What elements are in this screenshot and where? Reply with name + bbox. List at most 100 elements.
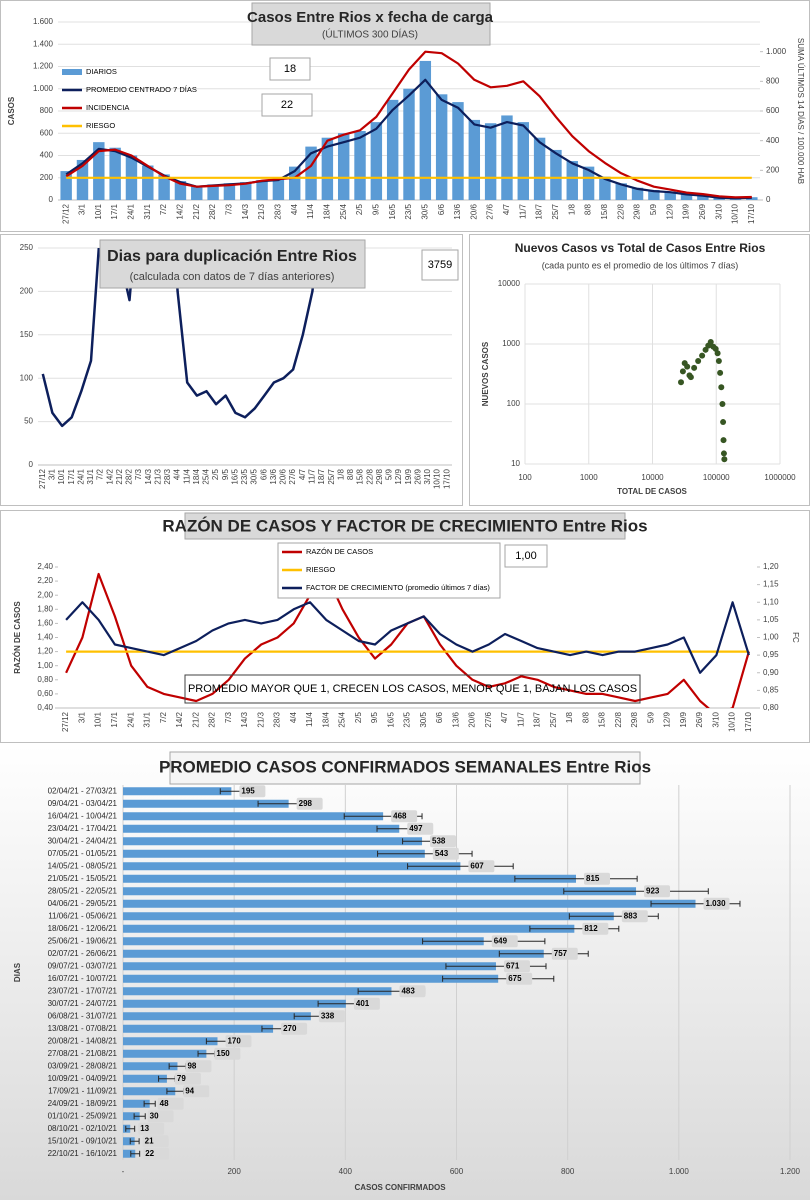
x-tick-label: 28/3 bbox=[163, 468, 172, 484]
y-tick-label: 1,00 bbox=[37, 661, 53, 670]
value-label-box bbox=[225, 1035, 252, 1048]
x-tick-label: 27/12 bbox=[61, 711, 70, 732]
x-tick-label: 1/8 bbox=[567, 203, 576, 215]
point bbox=[717, 369, 724, 376]
point bbox=[715, 358, 722, 365]
value-label-box bbox=[353, 997, 380, 1010]
value-label-box bbox=[183, 1085, 210, 1098]
y-tick-label: 100 bbox=[20, 373, 34, 382]
y-tick-label: 18/06/21 - 12/06/21 bbox=[48, 924, 118, 933]
bar bbox=[123, 812, 384, 821]
x-tick-label: 3/10 bbox=[423, 468, 432, 484]
value-label-box bbox=[174, 1072, 201, 1085]
legend-swatch bbox=[62, 69, 82, 75]
legend-label: PROMEDIO CENTRADO 7 DÍAS bbox=[86, 85, 197, 94]
y-tick-label: 0,60 bbox=[37, 689, 53, 698]
legend-label: RAZÓN DE CASOS bbox=[306, 547, 373, 556]
value-label: 195 bbox=[241, 786, 255, 795]
x-tick-label: 6/6 bbox=[259, 468, 268, 480]
y2-tick-label: 0,90 bbox=[763, 668, 779, 677]
x-tick-label: 7/2 bbox=[96, 468, 105, 480]
bar bbox=[109, 147, 121, 200]
callout-box bbox=[504, 544, 548, 568]
legend-label: RIESGO bbox=[86, 121, 115, 130]
x-tick-label: 1.000 bbox=[669, 1167, 690, 1176]
x-tick-label: 18/4 bbox=[321, 711, 330, 727]
bar bbox=[452, 102, 464, 200]
x-tick-label: 18/7 bbox=[533, 711, 542, 727]
value-label: 671 bbox=[506, 961, 520, 970]
annotation-box bbox=[184, 674, 641, 704]
x-tick-label: 3/10 bbox=[711, 711, 720, 727]
x-tick-label: 7/2 bbox=[159, 203, 168, 215]
x-tick-label: 7/3 bbox=[225, 203, 234, 215]
x-tick-label: 21/3 bbox=[257, 203, 266, 219]
y-tick-label: 10000 bbox=[498, 279, 521, 288]
y-tick-label: 13/08/21 - 07/08/21 bbox=[48, 1024, 118, 1033]
x-tick-label: 12/9 bbox=[663, 711, 672, 727]
x-tick-label: 10000 bbox=[641, 473, 664, 482]
annotation: PROMEDIO MAYOR QUE 1, CRECEN LOS CASOS, … bbox=[188, 683, 637, 695]
y2-tick-label: 0,80 bbox=[763, 703, 779, 712]
x-tick-label: 1.200 bbox=[780, 1167, 801, 1176]
value-label: 923 bbox=[646, 886, 660, 895]
x-tick-label: 2/5 bbox=[211, 468, 220, 480]
value-label: 483 bbox=[401, 986, 415, 995]
y-tick-label: 2,00 bbox=[37, 590, 53, 599]
plot bbox=[678, 338, 728, 463]
value-label-box bbox=[582, 922, 609, 935]
x-tick-label: 20/6 bbox=[469, 203, 478, 219]
x-tick-label: 26/9 bbox=[695, 711, 704, 727]
bar bbox=[123, 787, 232, 796]
x-tick-label: 7/3 bbox=[224, 711, 233, 723]
point bbox=[695, 358, 702, 365]
bar bbox=[550, 149, 562, 200]
x-tick-label: 24/1 bbox=[76, 468, 85, 484]
y2-tick-label: 1,15 bbox=[763, 580, 779, 589]
y-tick-label: 1.200 bbox=[33, 62, 54, 71]
value-label: 21 bbox=[145, 1136, 154, 1145]
chart-title: Dias para duplicación Entre Rios bbox=[107, 248, 357, 265]
bar bbox=[123, 1087, 176, 1096]
value-label-box bbox=[432, 847, 459, 860]
value-label: 543 bbox=[435, 849, 449, 858]
y2-tick-label: 400 bbox=[766, 136, 780, 145]
x-tick-label: 14/3 bbox=[240, 711, 249, 727]
x-tick-label: 1/8 bbox=[565, 711, 574, 723]
x-tick-label: 14/2 bbox=[105, 468, 114, 484]
x-tick-label: 13/6 bbox=[451, 711, 460, 727]
x-tick-label: 16/5 bbox=[388, 203, 397, 219]
error-bar bbox=[125, 1125, 136, 1132]
value-label: 812 bbox=[584, 924, 598, 933]
x-tick-label: 2/5 bbox=[354, 711, 363, 723]
x-tick-label: 25/4 bbox=[339, 203, 348, 219]
y-tick-label: 04/06/21 - 29/05/21 bbox=[48, 899, 118, 908]
y-tick-label: 20/08/21 - 14/08/21 bbox=[48, 1036, 118, 1045]
bar bbox=[158, 174, 170, 200]
x-tick-label: 10/10 bbox=[728, 711, 737, 732]
x-tick-label: 22/8 bbox=[614, 711, 623, 727]
x-tick-label: 800 bbox=[561, 1167, 575, 1176]
y2-tick-label: 0,85 bbox=[763, 685, 779, 694]
bar bbox=[123, 824, 400, 833]
bar bbox=[419, 60, 432, 200]
value-label: 675 bbox=[508, 974, 522, 983]
error-bar bbox=[133, 1113, 146, 1120]
y-axis-label: DIAS bbox=[13, 962, 22, 982]
x-tick-label: 9/5 bbox=[221, 468, 230, 480]
x-tick-label: 2/5 bbox=[355, 203, 364, 215]
x-tick-label: 27/12 bbox=[38, 468, 47, 489]
line bbox=[65, 601, 750, 674]
y-tick-label: 1,20 bbox=[37, 647, 53, 656]
x-tick-label: 30/5 bbox=[419, 711, 428, 727]
value-label: 1.030 bbox=[706, 899, 727, 908]
x-tick-label: 18/4 bbox=[322, 203, 331, 219]
y2-axis-label: FC bbox=[791, 632, 800, 643]
panel bbox=[469, 234, 810, 506]
point bbox=[720, 450, 727, 457]
bar bbox=[191, 185, 203, 200]
x-tick-label: 28/2 bbox=[125, 468, 134, 484]
x-tick-label: 21/3 bbox=[256, 711, 265, 727]
bar bbox=[386, 99, 399, 200]
bar bbox=[123, 862, 461, 871]
